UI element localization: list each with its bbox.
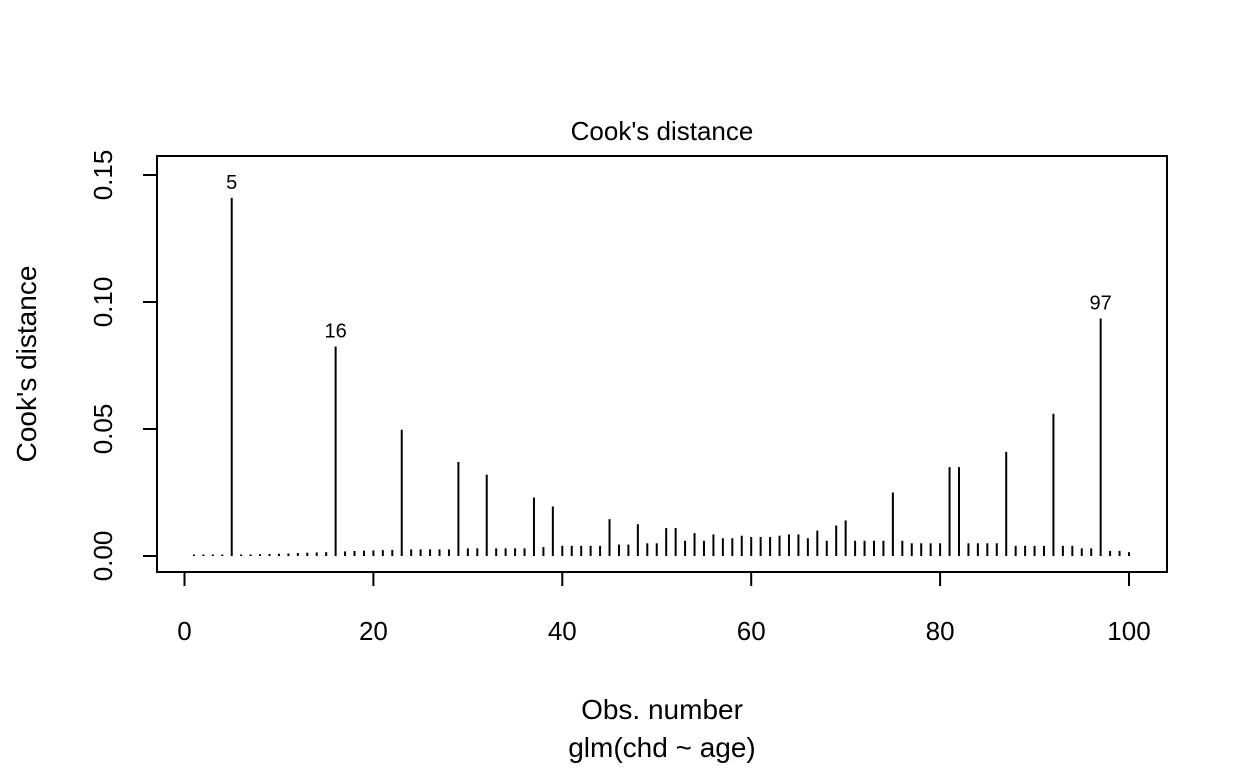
chart-title: Cook's distance	[571, 116, 754, 146]
plot-frame	[156, 155, 1168, 573]
y-tick-label-2: 0.10	[88, 277, 118, 328]
x-axis: 0 20 40 60 80 100	[177, 571, 1151, 646]
y-tick-label-1: 0.05	[88, 404, 118, 455]
point-label-5: 5	[226, 172, 237, 194]
x-axis-sublabel: glm(chd ~ age)	[568, 732, 756, 763]
y-axis: 0.00 0.05 0.10 0.15	[88, 150, 158, 582]
point-label-16: 16	[324, 320, 346, 342]
x-tick-label-60: 60	[737, 616, 766, 646]
y-tick-label-0: 0.00	[88, 531, 118, 582]
x-tick-label-20: 20	[359, 616, 388, 646]
point-label-97: 97	[1090, 293, 1112, 315]
x-tick-label-80: 80	[926, 616, 955, 646]
y-axis-label: Cook's distance	[11, 266, 42, 463]
x-tick-label-0: 0	[177, 616, 191, 646]
point-labels: 5 16 97	[226, 172, 1112, 343]
x-tick-label-40: 40	[548, 616, 577, 646]
y-tick-label-3: 0.15	[88, 150, 118, 201]
x-tick-label-100: 100	[1107, 616, 1150, 646]
x-axis-label: Obs. number	[581, 694, 743, 725]
bars	[192, 197, 1130, 556]
